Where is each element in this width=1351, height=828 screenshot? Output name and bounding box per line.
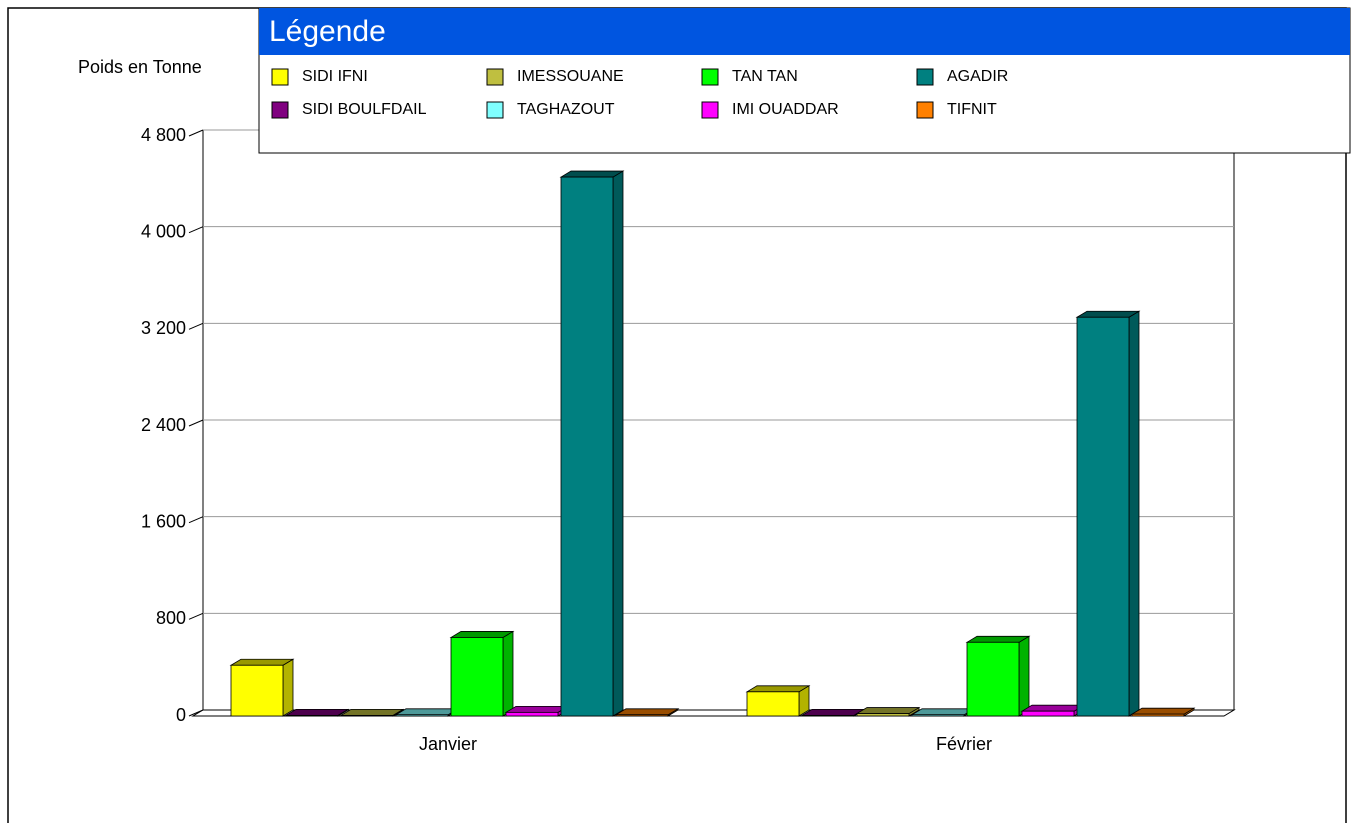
legend-header <box>259 8 1350 55</box>
bar <box>856 713 910 717</box>
x-tick-label: Janvier <box>419 734 477 754</box>
legend: SIDI IFNI SIDI BOULFDAIL IMESSOUANE TAGHAZO… <box>271 68 1008 119</box>
bar-top <box>559 170 625 178</box>
bar-top <box>1130 707 1196 715</box>
y-tick-label: 800 <box>156 608 186 628</box>
bar-top <box>965 635 1031 643</box>
bar-side <box>282 658 294 717</box>
legend-label: TAGHAZOUT <box>517 101 615 118</box>
legend-label: SIDI BOULFDAIL <box>302 101 427 118</box>
y-tick <box>188 516 204 524</box>
bar-top <box>229 658 295 666</box>
legend-swatch <box>271 68 289 86</box>
bar <box>911 714 965 717</box>
bar-top <box>1020 704 1086 712</box>
legend-swatch <box>701 101 719 119</box>
bar <box>505 711 559 717</box>
legend-swatch <box>486 101 504 119</box>
bar <box>285 714 339 717</box>
bar <box>746 691 800 717</box>
y-tick-label: 1 600 <box>141 511 186 531</box>
bar-side <box>1128 310 1140 717</box>
y-tick-label: 3 200 <box>141 318 186 338</box>
y-tick <box>188 322 204 330</box>
y-axis-label: Poids en Tonne <box>78 57 202 77</box>
legend-swatch <box>916 68 934 86</box>
bar <box>450 637 504 717</box>
bar <box>966 641 1020 717</box>
legend-swatch <box>916 101 934 119</box>
y-tick <box>188 129 204 137</box>
legend-title: Légende <box>269 15 386 48</box>
bar <box>230 664 284 717</box>
bar-top <box>284 708 350 716</box>
y-tick-label: 4 800 <box>141 125 186 145</box>
legend-swatch <box>271 101 289 119</box>
legend-swatch <box>701 68 719 86</box>
y-tick <box>188 612 204 620</box>
bar <box>1131 713 1185 717</box>
bar <box>1076 316 1130 717</box>
bar <box>615 714 669 717</box>
y-tick-label: 0 <box>176 705 186 725</box>
bar <box>560 176 614 717</box>
bar-top <box>855 707 921 714</box>
bar-top <box>504 705 570 713</box>
legend-label: IMESSOUANE <box>517 68 624 85</box>
bar-side <box>612 170 624 717</box>
bar-top <box>394 708 460 716</box>
bar <box>1021 710 1075 717</box>
bar-side <box>1018 635 1030 717</box>
legend-label: IMI OUADDAR <box>732 101 839 118</box>
bar-side <box>502 630 514 717</box>
bar-top <box>910 708 976 716</box>
bar-top <box>449 631 515 638</box>
y-tick <box>188 226 204 234</box>
y-tick-label: 4 000 <box>141 221 186 241</box>
bar-top <box>339 708 405 716</box>
y-tick <box>188 419 204 427</box>
bar-top <box>745 685 811 693</box>
y-tick-label: 2 400 <box>141 415 186 435</box>
bar <box>395 714 449 717</box>
legend-label: AGADIR <box>947 68 1008 85</box>
bar <box>801 714 855 717</box>
bar-top <box>614 708 680 716</box>
bar-top <box>800 708 866 716</box>
legend-swatch <box>486 68 504 86</box>
legend-label: TAN TAN <box>732 68 798 85</box>
legend-label: SIDI IFNI <box>302 68 368 85</box>
y-tick <box>188 709 204 717</box>
plot: 0 800 1 600 2 400 3 200 4 000 4 800 Janvier Févr… <box>141 125 1236 754</box>
legend-label: TIFNIT <box>947 101 997 118</box>
bar <box>340 714 394 717</box>
x-tick-label: Février <box>936 734 992 754</box>
bar-top <box>1075 310 1141 318</box>
